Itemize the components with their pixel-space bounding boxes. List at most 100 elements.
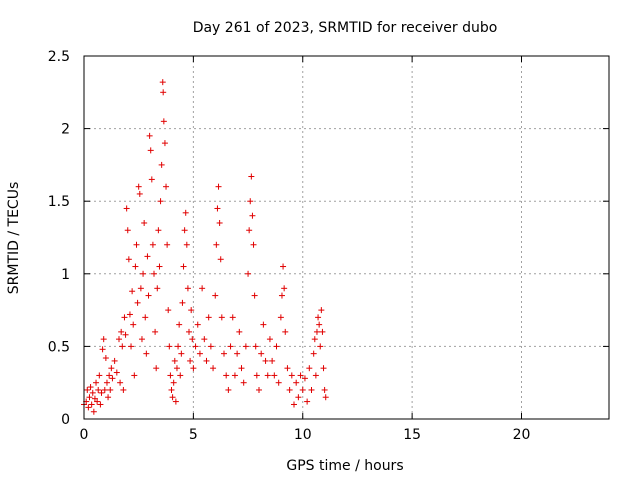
x-tick-label: 10	[294, 427, 312, 443]
data-point	[161, 140, 168, 147]
data-point	[100, 336, 107, 343]
data-point	[223, 372, 230, 379]
data-point	[105, 394, 112, 401]
data-point	[167, 372, 174, 379]
data-point	[106, 372, 113, 379]
data-point	[129, 288, 136, 295]
data-point	[310, 350, 317, 357]
data-point	[142, 314, 149, 321]
data-point	[250, 241, 257, 248]
data-point	[84, 386, 91, 393]
data-point	[199, 285, 206, 292]
data-point	[177, 372, 184, 379]
data-point	[311, 336, 318, 343]
data-point	[109, 375, 116, 382]
data-point	[317, 343, 324, 350]
data-point	[180, 263, 187, 270]
data-point	[214, 205, 221, 212]
data-point	[186, 328, 192, 335]
data-point	[315, 314, 322, 321]
data-point	[271, 372, 278, 379]
data-point	[107, 386, 114, 393]
data-point	[95, 386, 102, 393]
data-point	[282, 328, 289, 335]
data-point	[249, 212, 256, 219]
data-point	[119, 343, 126, 350]
data-point	[194, 321, 201, 328]
data-point	[132, 263, 139, 270]
data-point	[320, 365, 327, 372]
data-point	[97, 401, 104, 408]
data-point	[319, 328, 326, 335]
data-point	[90, 408, 97, 415]
x-tick-label: 0	[80, 427, 89, 443]
data-point	[284, 365, 291, 372]
data-point	[234, 350, 241, 357]
data-point	[111, 357, 118, 364]
x-axis-label: GPS time / hours	[286, 458, 403, 474]
data-point	[126, 311, 133, 318]
data-point	[88, 401, 95, 408]
data-point	[122, 331, 129, 338]
data-point	[176, 321, 183, 328]
data-point	[215, 183, 222, 190]
data-point	[147, 147, 154, 154]
data-point	[221, 350, 227, 357]
data-point	[154, 285, 161, 292]
data-point	[135, 183, 142, 190]
y-tick-label: 2.5	[48, 49, 70, 65]
data-point	[321, 386, 328, 393]
data-point	[277, 314, 284, 321]
data-point	[245, 270, 252, 277]
data-point	[145, 292, 152, 299]
data-point	[260, 321, 267, 328]
data-point	[251, 292, 258, 299]
data-point	[189, 336, 196, 343]
data-point	[240, 379, 247, 386]
data-point	[291, 401, 297, 408]
data-point	[173, 365, 180, 372]
grid-lines	[84, 56, 609, 419]
data-point	[201, 336, 208, 343]
data-point	[166, 343, 173, 350]
data-point	[140, 270, 147, 277]
data-point	[143, 350, 150, 357]
data-point	[160, 118, 167, 125]
data-point	[293, 379, 300, 386]
data-point	[102, 355, 109, 362]
data-point	[131, 372, 138, 379]
data-point	[248, 173, 255, 180]
data-point	[253, 372, 260, 379]
data-point	[130, 321, 137, 328]
data-point	[160, 89, 167, 96]
data-point	[229, 314, 236, 321]
data-point	[144, 253, 151, 260]
data-point	[165, 307, 172, 314]
data-point	[256, 386, 262, 393]
data-point	[155, 227, 162, 234]
data-point	[304, 398, 311, 405]
data-point	[170, 379, 177, 386]
data-point	[159, 79, 166, 86]
data-point	[216, 219, 223, 226]
data-point	[116, 336, 122, 343]
x-tick-label: 5	[189, 427, 198, 443]
data-point	[156, 263, 163, 270]
data-points	[81, 79, 329, 415]
data-point	[196, 350, 203, 357]
data-point	[306, 365, 313, 372]
data-point	[134, 299, 141, 306]
data-point	[89, 389, 96, 396]
data-point	[172, 398, 179, 405]
data-point	[318, 307, 325, 314]
data-point	[125, 256, 132, 263]
data-point	[96, 372, 103, 379]
axis-ticks	[83, 55, 609, 420]
data-point	[141, 219, 148, 226]
data-point	[157, 198, 164, 205]
data-point	[146, 132, 153, 139]
data-point	[184, 285, 191, 292]
data-point	[210, 365, 217, 372]
data-point	[137, 285, 144, 292]
